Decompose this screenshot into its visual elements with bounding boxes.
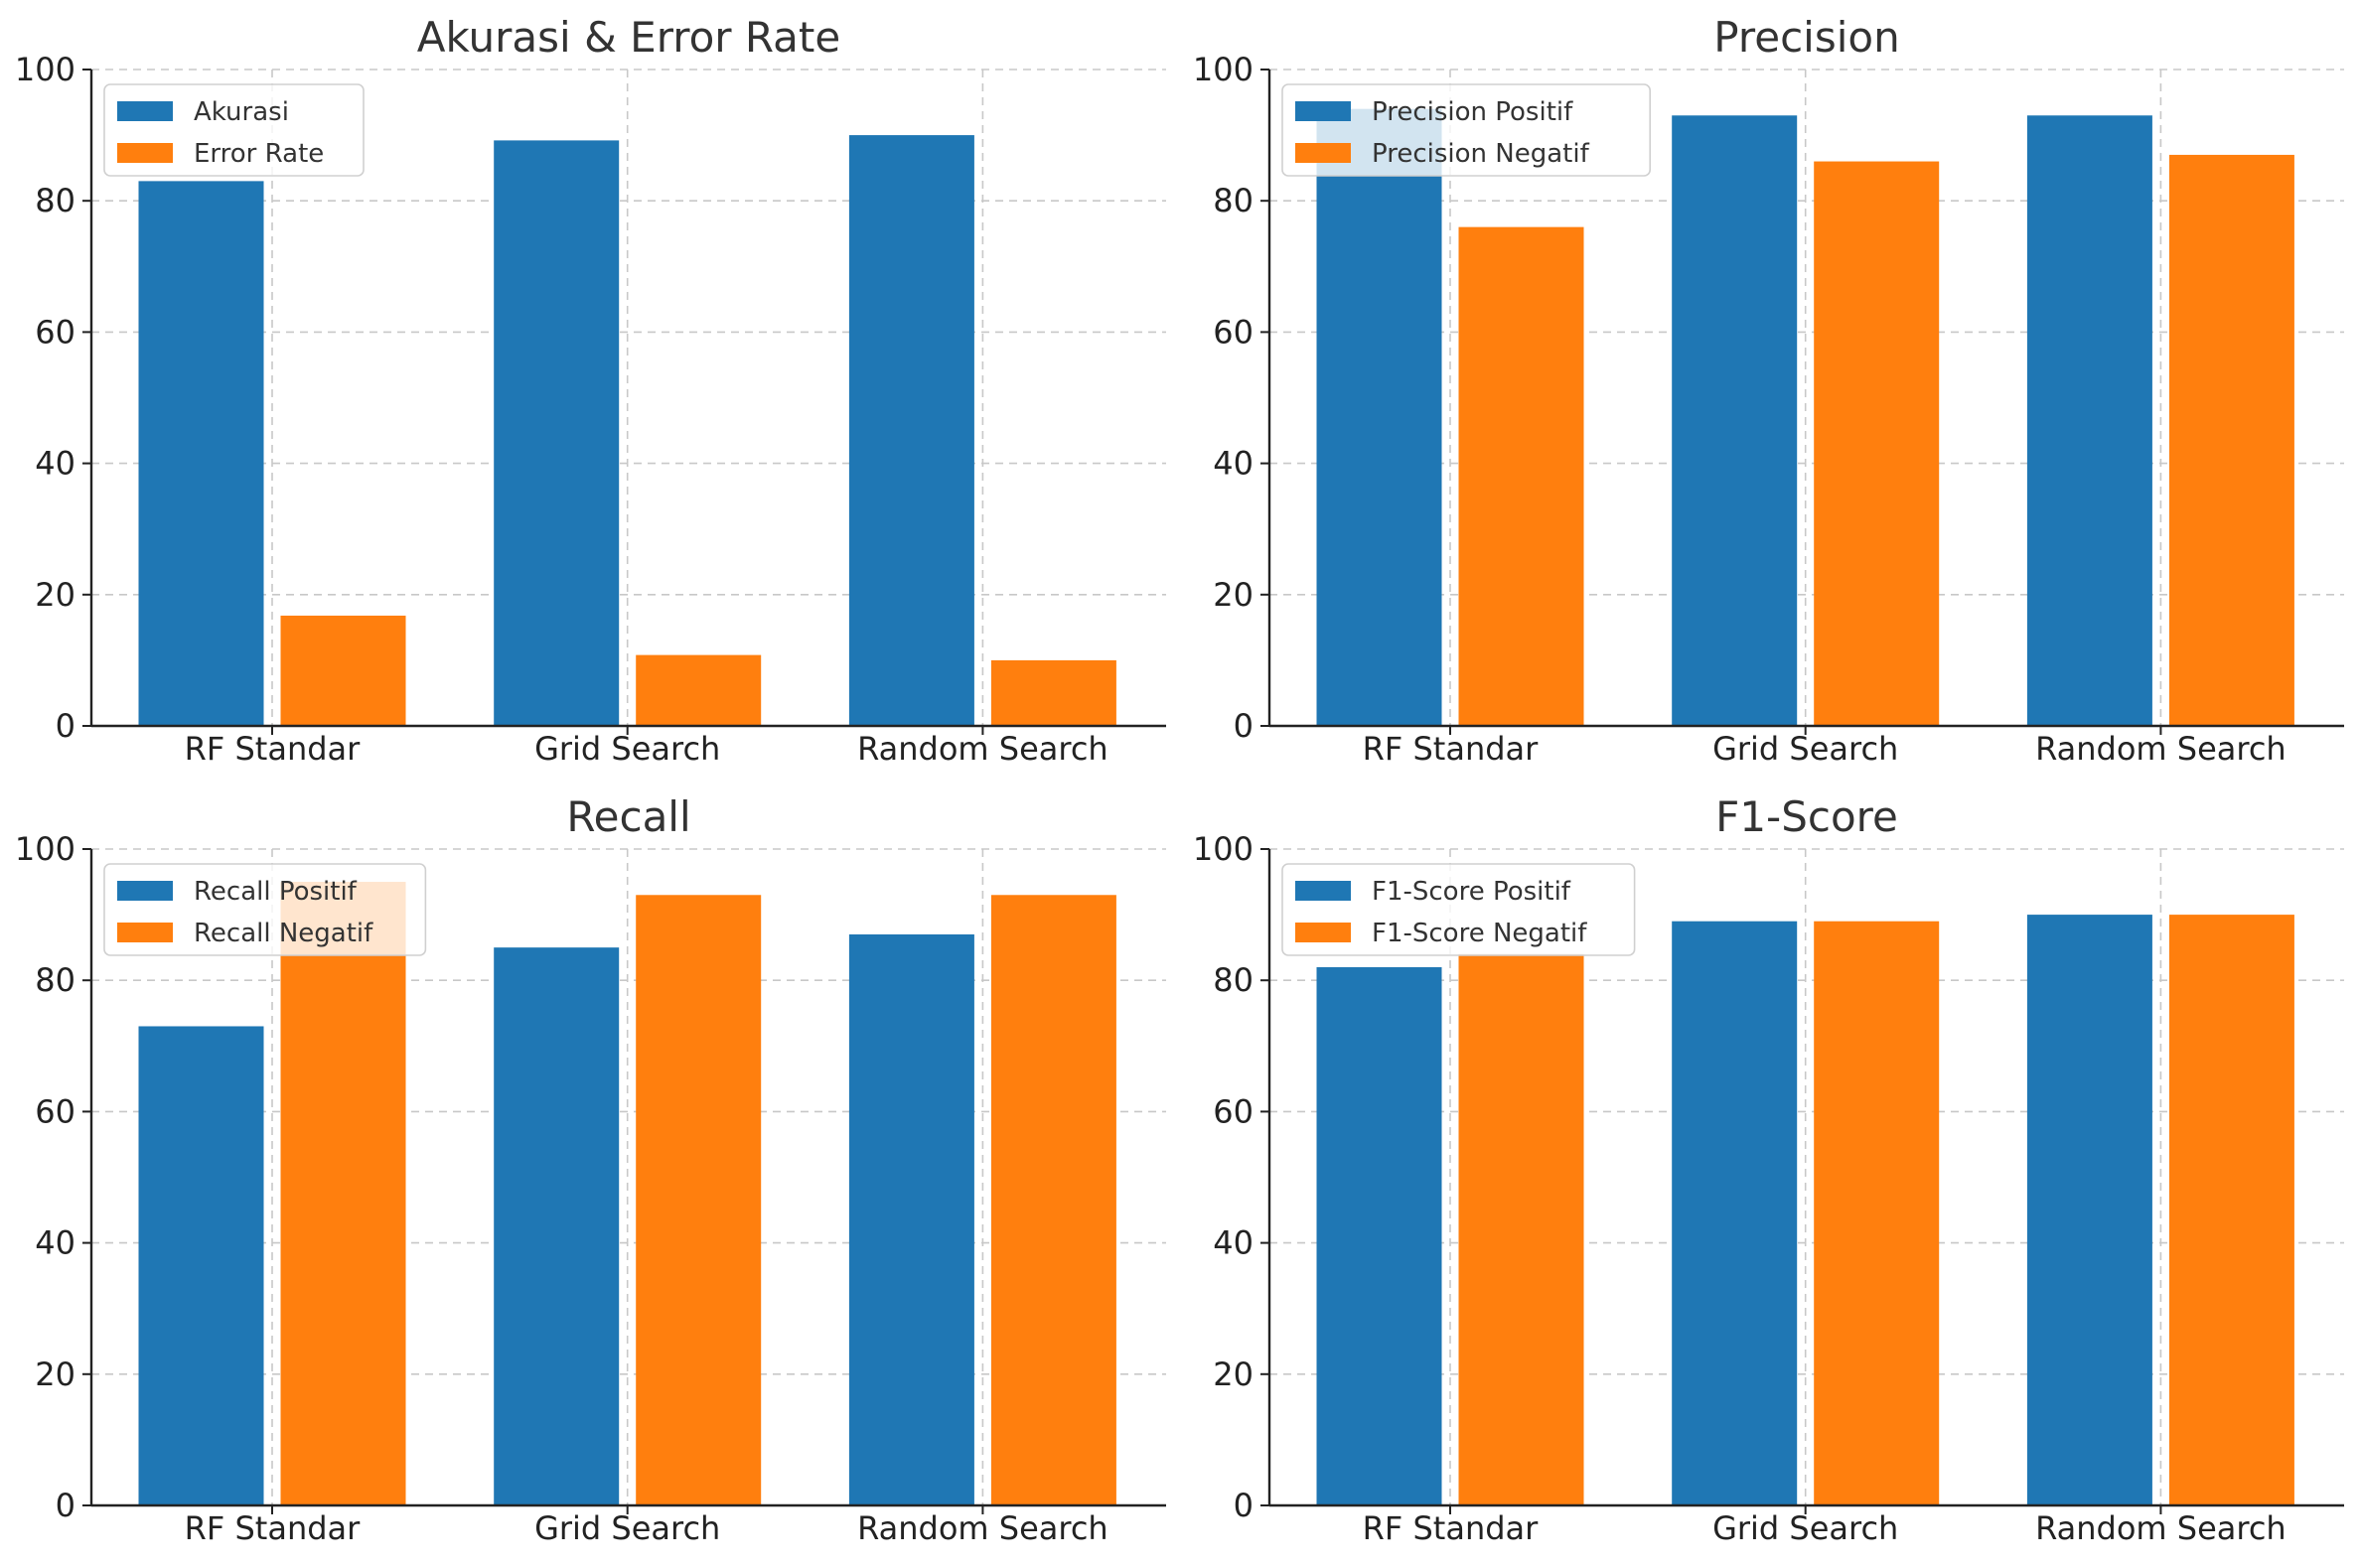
bar-precision-positif-random-search	[2026, 115, 2152, 726]
legend-swatch-precision-positif	[1295, 101, 1351, 121]
y-tick-label: 40	[1213, 1224, 1254, 1262]
bar-error-rate-random-search	[990, 659, 1116, 726]
x-tick-label: RF Standar	[1363, 1509, 1539, 1547]
x-tick-label: Grid Search	[534, 730, 720, 768]
bar-recall-negatif-random-search	[990, 895, 1116, 1505]
x-tick-label: Grid Search	[534, 1509, 720, 1547]
chart-panel-akurasi-error-rate: 0 20 40 60 80 100 RF Standar Grid Search Random …	[15, 13, 1166, 768]
y-tick-label: 0	[56, 1487, 75, 1524]
legend-swatch-recall-positif	[117, 881, 173, 901]
bar-recall-positif-rf-standar	[138, 1026, 264, 1505]
legend-label-precision-positif: Precision Positif	[1372, 97, 1573, 127]
y-tick-label: 80	[35, 961, 75, 999]
y-tick-label: 20	[1213, 1355, 1254, 1393]
bar-recall-negatif-grid-search	[636, 895, 762, 1505]
x-tick-label: Grid Search	[1712, 1509, 1898, 1547]
legend-box	[1281, 83, 1652, 177]
bar-recall-positif-random-search	[848, 933, 974, 1505]
legend: Akurasi Error Rate	[103, 83, 365, 177]
y-tick-label: 20	[1213, 576, 1254, 614]
legend-swatch-f1-score-negatif	[1295, 923, 1351, 942]
legend-swatch-akurasi	[117, 101, 173, 121]
x-tick-label: Random Search	[857, 730, 1108, 768]
bar-precision-negatif-rf-standar	[1458, 226, 1584, 726]
bar-f1-score-negatif-random-search	[2168, 915, 2294, 1505]
bar-akurasi-random-search	[848, 135, 974, 727]
chart-title: Akurasi & Error Rate	[417, 13, 840, 62]
y-tick-label: 100	[1193, 830, 1254, 868]
y-tick-label: 0	[1234, 1487, 1254, 1524]
x-tick-label: Grid Search	[1712, 730, 1898, 768]
chart-panel-precision: 0 20 40 60 80 100 RF Standar Grid Search Random …	[1193, 13, 2344, 768]
y-tick-label: 80	[1213, 182, 1254, 219]
legend-swatch-precision-negatif	[1295, 143, 1351, 163]
bar-f1-score-positif-grid-search	[1672, 921, 1798, 1505]
bar-f1-score-positif-random-search	[2026, 915, 2152, 1505]
legend-swatch-error-rate	[117, 143, 173, 163]
y-tick-label: 60	[35, 313, 75, 351]
chart-panel-recall: 0 20 40 60 80 100 RF Standar Grid Search Random …	[15, 792, 1166, 1547]
legend-label-recall-positif: Recall Positif	[194, 877, 358, 907]
bar-precision-negatif-random-search	[2168, 154, 2294, 726]
legend-label-precision-negatif: Precision Negatif	[1372, 139, 1590, 169]
legend-label-recall-negatif: Recall Negatif	[194, 919, 373, 948]
bar-f1-score-positif-rf-standar	[1316, 966, 1442, 1505]
bar-error-rate-grid-search	[636, 654, 762, 726]
y-tick-label: 0	[56, 707, 75, 745]
chart-title: Recall	[566, 792, 690, 841]
bar-recall-negatif-rf-standar	[280, 882, 406, 1505]
bar-f1-score-negatif-rf-standar	[1458, 953, 1584, 1505]
y-tick-label: 0	[1234, 707, 1254, 745]
x-tick-label: RF Standar	[185, 1509, 361, 1547]
x-tick-label: RF Standar	[1363, 730, 1539, 768]
y-tick-label: 40	[35, 445, 75, 483]
chart-panel-f1-score: 0 20 40 60 80 100 RF Standar Grid Search Random …	[1193, 792, 2344, 1547]
y-tick-label: 100	[15, 51, 75, 88]
y-tick-label: 60	[35, 1092, 75, 1130]
bar-precision-positif-rf-standar	[1316, 108, 1442, 726]
chart-title: F1-Score	[1715, 792, 1898, 841]
legend-label-error-rate: Error Rate	[194, 139, 324, 169]
bar-precision-negatif-grid-search	[1814, 161, 1940, 727]
x-tick-label: Random Search	[2035, 730, 2287, 768]
bar-f1-score-negatif-grid-search	[1814, 921, 1940, 1505]
legend-box	[1281, 863, 1636, 956]
y-tick-label: 40	[1213, 445, 1254, 483]
legend-label-akurasi: Akurasi	[194, 97, 289, 127]
y-tick-label: 40	[35, 1224, 75, 1262]
chart-title: Precision	[1713, 13, 1899, 62]
legend-swatch-recall-negatif	[117, 923, 173, 942]
bar-akurasi-grid-search	[494, 140, 620, 726]
y-tick-label: 100	[15, 830, 75, 868]
legend-label-f1-score-negatif: F1-Score Negatif	[1372, 919, 1587, 948]
y-tick-label: 60	[1213, 313, 1254, 351]
y-tick-label: 100	[1193, 51, 1254, 88]
bar-precision-positif-grid-search	[1672, 115, 1798, 726]
x-tick-label: RF Standar	[185, 730, 361, 768]
bar-recall-positif-grid-search	[494, 947, 620, 1505]
y-tick-label: 80	[1213, 961, 1254, 999]
legend: F1-Score Positif F1-Score Negatif	[1281, 863, 1636, 956]
bar-error-rate-rf-standar	[280, 615, 406, 726]
legend: Recall Positif Recall Negatif	[103, 863, 427, 956]
legend-label-f1-score-positif: F1-Score Positif	[1372, 877, 1571, 907]
y-tick-label: 60	[1213, 1092, 1254, 1130]
y-tick-label: 20	[35, 1355, 75, 1393]
x-tick-label: Random Search	[857, 1509, 1108, 1547]
x-tick-label: Random Search	[2035, 1509, 2287, 1547]
y-tick-label: 80	[35, 182, 75, 219]
legend-box	[103, 863, 427, 956]
bar-akurasi-rf-standar	[138, 181, 264, 726]
y-tick-label: 20	[35, 576, 75, 614]
legend-swatch-f1-score-positif	[1295, 881, 1351, 901]
legend: Precision Positif Precision Negatif	[1281, 83, 1652, 177]
